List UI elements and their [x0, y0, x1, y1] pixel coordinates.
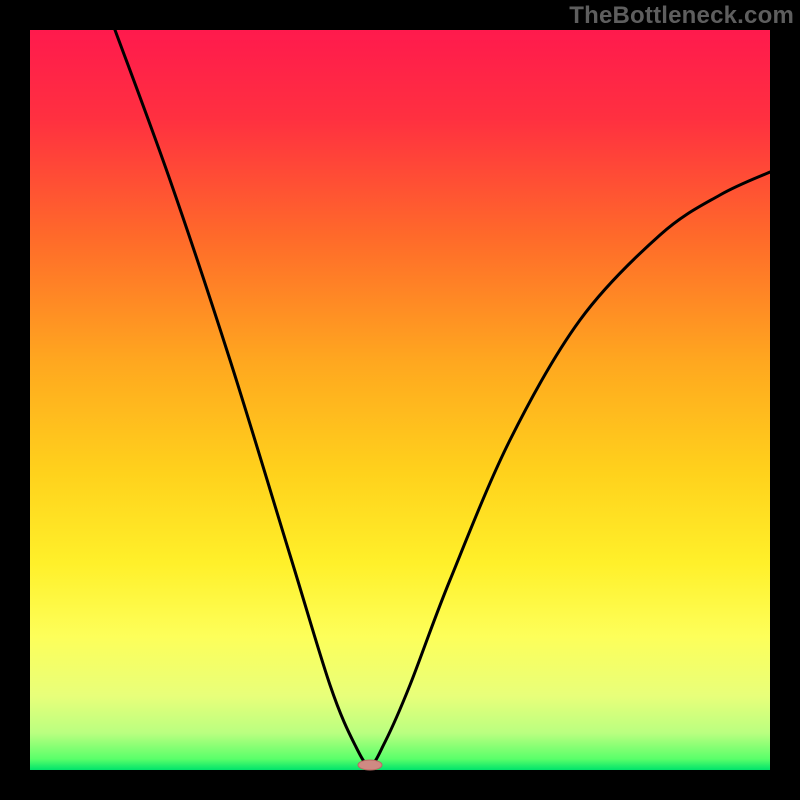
plot-background: [30, 30, 770, 770]
attribution-label: TheBottleneck.com: [569, 2, 794, 30]
bottleneck-chart-svg: [0, 0, 800, 800]
optimal-point-marker: [358, 760, 382, 770]
chart-stage: TheBottleneck.com: [0, 0, 800, 800]
